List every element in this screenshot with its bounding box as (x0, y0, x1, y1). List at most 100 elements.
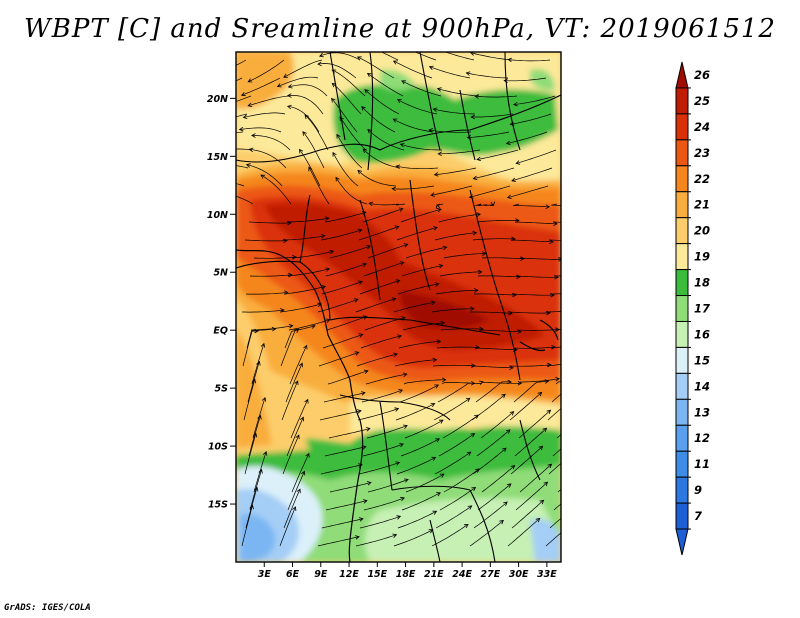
streamline (321, 281, 363, 295)
streamline-arrow (520, 256, 525, 261)
streamline (290, 399, 309, 439)
lon-tick-label: 33E (537, 569, 557, 580)
streamline (434, 232, 477, 241)
streamline (364, 89, 400, 115)
streamline (550, 293, 561, 295)
streamline (405, 473, 445, 493)
streamline-arrow (538, 445, 544, 451)
streamline (287, 471, 305, 511)
streamline-arrow (393, 352, 399, 357)
streamline (329, 482, 371, 493)
streamline (326, 316, 367, 331)
lon-tick-label: 6E (286, 569, 300, 580)
streamline-arrow (332, 151, 337, 157)
streamline (304, 114, 329, 151)
streamline (393, 301, 435, 313)
streamline (359, 515, 401, 529)
streamline (360, 335, 402, 349)
streamline-arrow (325, 267, 331, 272)
streamline-arrow (356, 56, 362, 61)
colorbar-segment (675, 502, 689, 530)
streamline (548, 462, 561, 475)
streamline (439, 487, 476, 511)
streamline (429, 66, 471, 79)
streamline-arrow (392, 60, 398, 65)
lat-tick-label: 10S (208, 442, 228, 453)
streamline-arrow (501, 393, 506, 399)
streamline (404, 419, 444, 439)
chart-title: WBPT [C] and Sreamline at 900hPa, VT: 20… (24, 14, 776, 44)
colorbar-segment (675, 346, 689, 374)
streamline-arrow (510, 465, 516, 470)
streamline (357, 56, 395, 79)
streamline (363, 262, 404, 277)
streamline (476, 429, 511, 457)
streamline (283, 286, 326, 295)
streamline-arrow (331, 97, 336, 103)
streamline (247, 361, 260, 403)
streamline-arrow (366, 72, 372, 78)
streamline-arrow (478, 269, 483, 275)
lon-tick-label: 9E (314, 569, 328, 580)
streamline (434, 167, 477, 176)
streamline-arrow (587, 238, 591, 242)
streamline-arrow (354, 351, 360, 356)
streamline (547, 408, 561, 421)
streamline-arrow (308, 166, 313, 172)
streamline (433, 108, 476, 115)
streamline-arrow (472, 230, 478, 236)
streamline-arrow (305, 452, 310, 458)
streamline-arrow (286, 93, 292, 98)
streamline-arrow (329, 249, 335, 255)
streamline (431, 524, 469, 547)
streamline-arrow (202, 137, 206, 141)
colorbar-segment (675, 139, 689, 167)
streamline-arrow (358, 517, 364, 522)
streamline-arrow (299, 148, 304, 154)
streamline (288, 84, 328, 97)
colorbar-segment (675, 165, 689, 193)
colorbar-segment (675, 476, 689, 504)
streamline-arrow (394, 225, 400, 230)
streamline-arrow (276, 83, 282, 88)
streamline (394, 359, 437, 367)
streamline-arrow (509, 365, 514, 370)
streamline (244, 433, 257, 475)
streamline-arrow (476, 212, 482, 217)
streamline-arrow (298, 362, 303, 368)
streamline (279, 303, 322, 313)
streamline (443, 253, 486, 259)
streamline (325, 500, 367, 511)
streamline (242, 309, 284, 313)
colorbar-label: 21 (694, 198, 710, 212)
colorbar-segment (675, 424, 689, 452)
streamline (245, 487, 258, 529)
streamline-arrow (474, 414, 479, 419)
streamline-arrow (576, 392, 580, 396)
streamline (397, 99, 438, 115)
streamline-arrow (401, 80, 406, 85)
streamline-arrow (301, 470, 306, 476)
lat-tick-label: 15S (208, 500, 228, 511)
streamline-arrow (551, 345, 556, 350)
streamline (323, 392, 365, 403)
streamline-arrow (292, 255, 297, 260)
colorbar-segment (675, 269, 689, 297)
streamline (397, 283, 439, 295)
streamline (363, 497, 405, 511)
streamline (317, 298, 359, 313)
streamlines (202, 52, 591, 547)
streamline-arrow (547, 463, 553, 469)
streamline (552, 448, 561, 457)
colorbar-segment (675, 450, 689, 478)
streamline (329, 245, 371, 259)
colorbar-label: 23 (694, 146, 710, 160)
streamline (511, 167, 553, 182)
streamline (380, 52, 399, 61)
colorbar-segment (675, 87, 689, 115)
streamline-arrow (535, 517, 541, 523)
streamline-arrow (395, 279, 401, 284)
streamline-arrow (398, 389, 404, 394)
streamline (515, 481, 548, 511)
streamline-arrow (399, 443, 404, 448)
